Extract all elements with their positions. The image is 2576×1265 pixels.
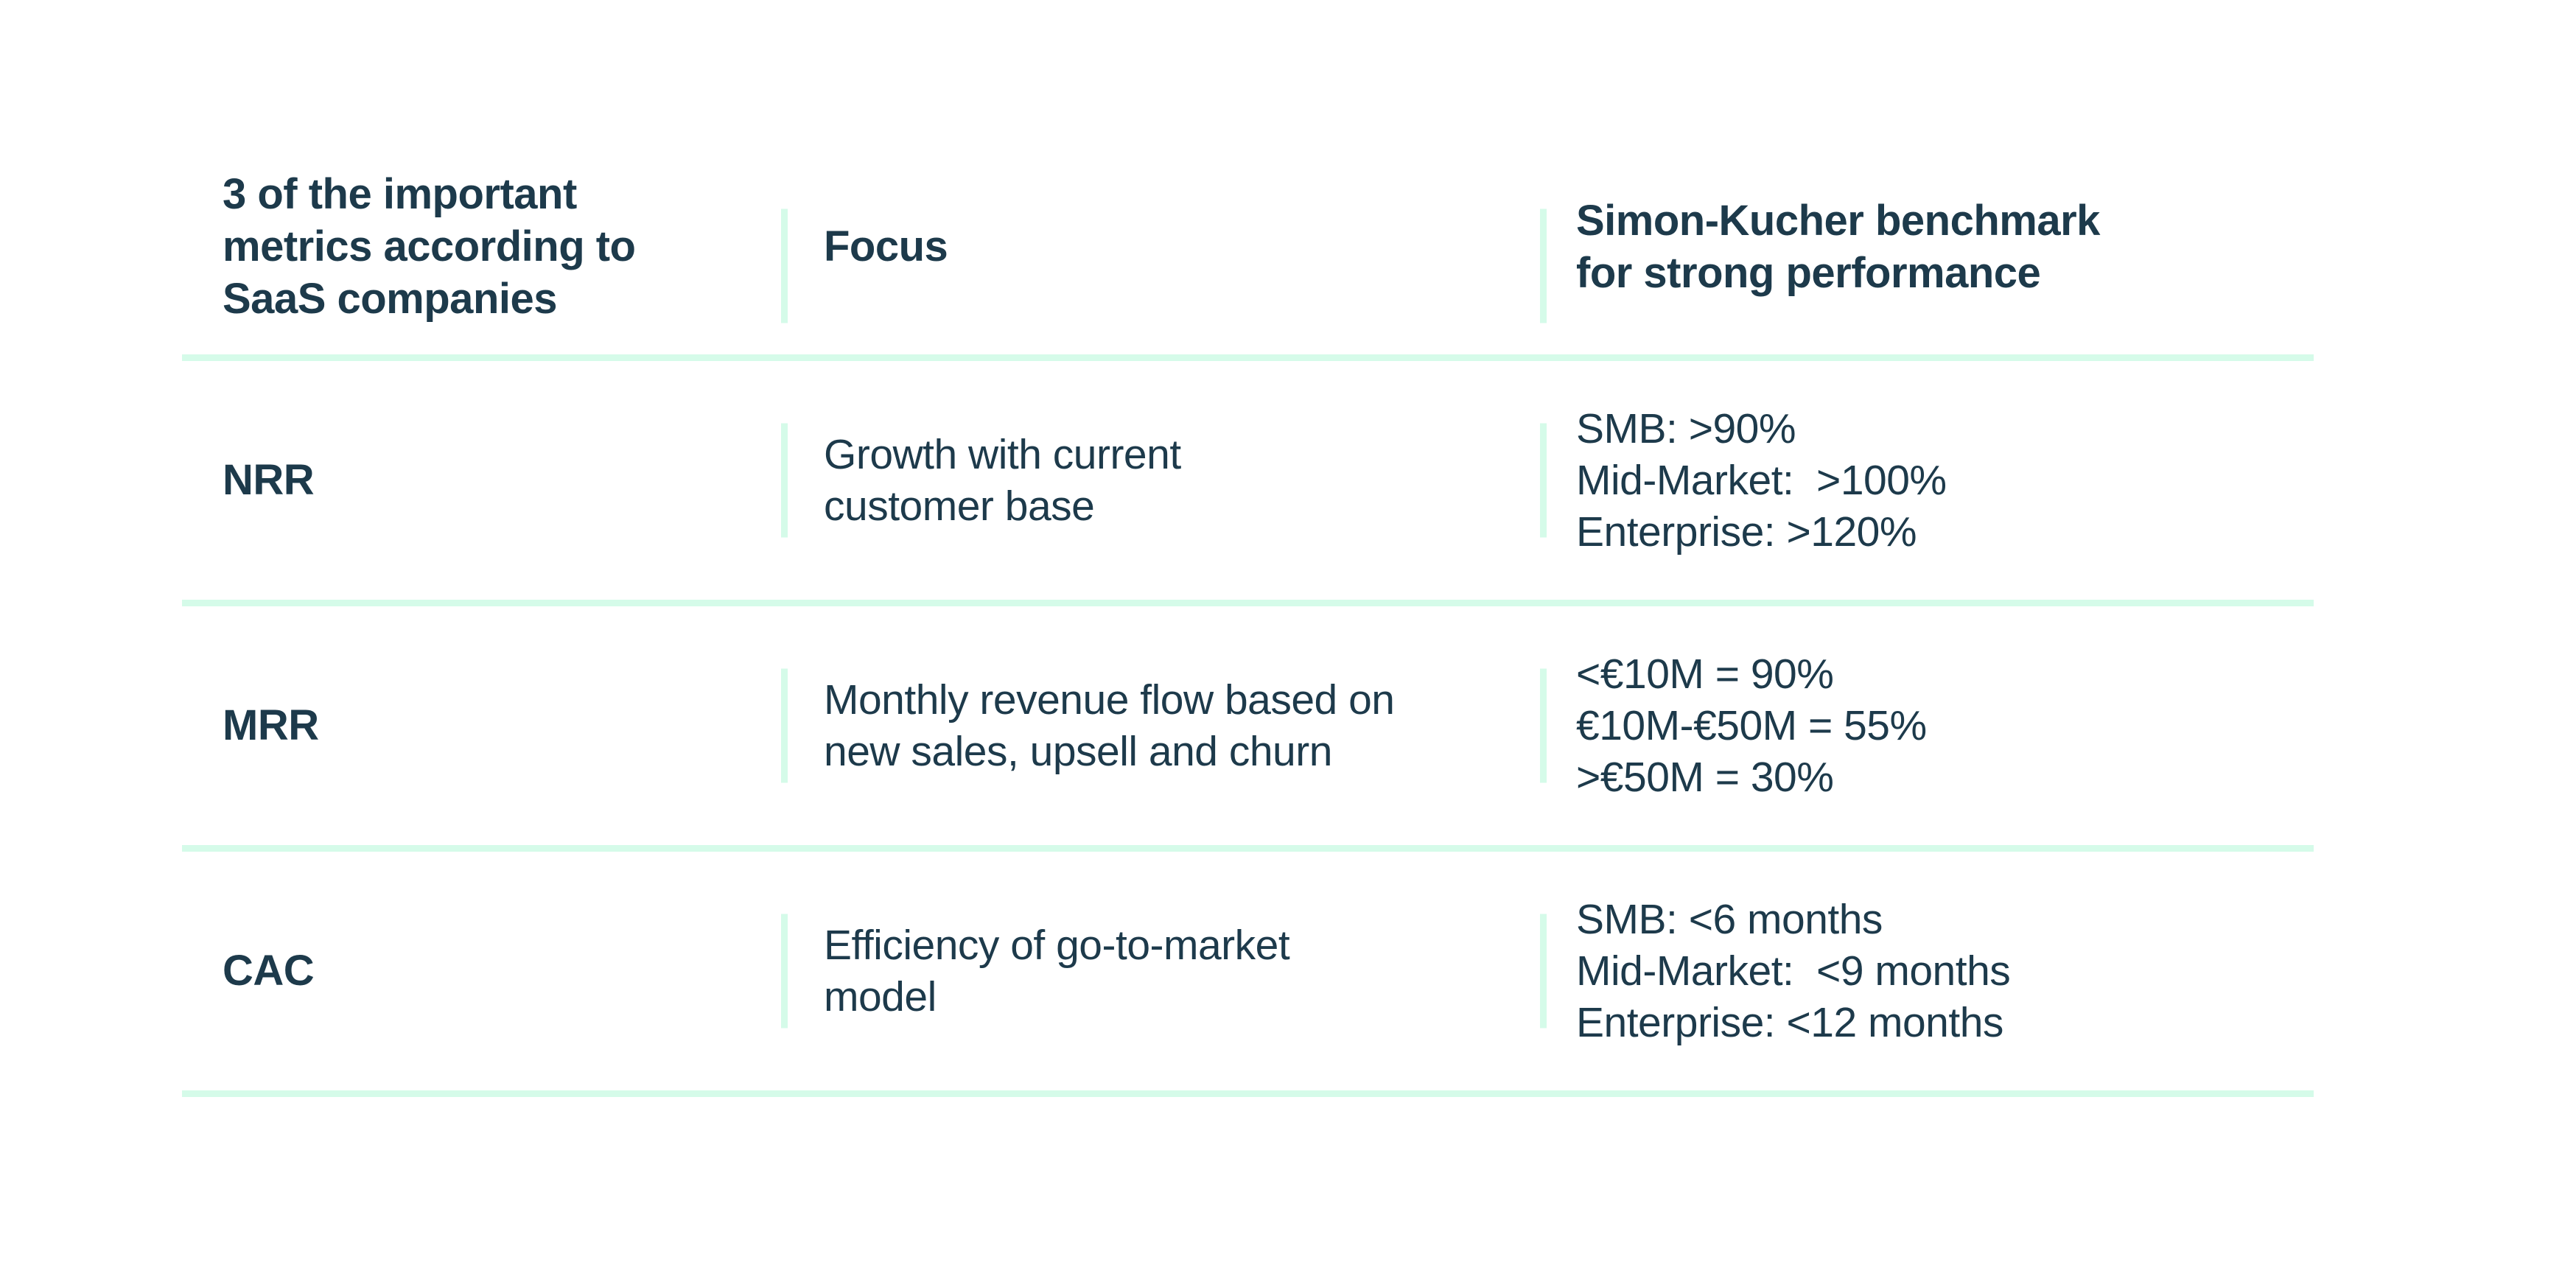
saas-metrics-table: 3 of the important metrics according to … [182,168,2314,1097]
column-divider-bar [1540,209,1547,323]
header-cell-benchmark: Simon-Kucher benchmark for strong perfor… [1540,168,2314,363]
metric-cell: CAC [182,852,781,1090]
table-header-row: 3 of the important metrics according to … [182,168,2314,361]
column-divider-bar [1540,423,1547,538]
header-focus-label: Focus [824,222,948,270]
header-cell-metrics: 3 of the important metrics according to … [182,168,781,363]
metric-name-cac: CAC [223,947,315,995]
header-benchmark-label: Simon-Kucher benchmark for strong perfor… [1576,196,2100,297]
table-row-cac: CAC Efficiency of go-to-market model SMB… [182,852,2314,1097]
focus-cell: Growth with current customer base [781,361,1540,600]
focus-text-cac: Efficiency of go-to-market model [824,922,1290,1020]
column-divider-bar [781,423,788,538]
focus-cell: Monthly revenue flow based on new sales,… [781,606,1540,845]
header-cell-focus: Focus [781,168,1540,363]
column-divider-bar [1540,668,1547,783]
benchmark-text-mrr: <€10M = 90% €10M-€50M = 55% >€50M = 30% [1576,651,1927,801]
focus-text-mrr: Monthly revenue flow based on new sales,… [824,676,1395,775]
metric-cell: MRR [182,606,781,845]
benchmark-text-nrr: SMB: >90% Mid-Market: >100% Enterprise: … [1576,405,1947,556]
column-divider-bar [1540,914,1547,1029]
metric-cell: NRR [182,361,781,600]
column-divider-bar [781,914,788,1029]
focus-cell: Efficiency of go-to-market model [781,852,1540,1090]
header-metrics-label: 3 of the important metrics according to … [223,170,636,323]
benchmark-cell: <€10M = 90% €10M-€50M = 55% >€50M = 30% [1540,606,2314,845]
column-divider-bar [781,668,788,783]
metric-name-mrr: MRR [223,701,319,749]
benchmark-cell: SMB: <6 months Mid-Market: <9 months Ent… [1540,852,2314,1090]
benchmark-cell: SMB: >90% Mid-Market: >100% Enterprise: … [1540,361,2314,600]
table-row-nrr: NRR Growth with current customer base SM… [182,361,2314,606]
column-divider-bar [781,209,788,323]
metric-name-nrr: NRR [223,456,315,504]
benchmark-text-cac: SMB: <6 months Mid-Market: <9 months Ent… [1576,896,2011,1046]
table-row-mrr: MRR Monthly revenue flow based on new sa… [182,606,2314,852]
focus-text-nrr: Growth with current customer base [824,431,1181,530]
